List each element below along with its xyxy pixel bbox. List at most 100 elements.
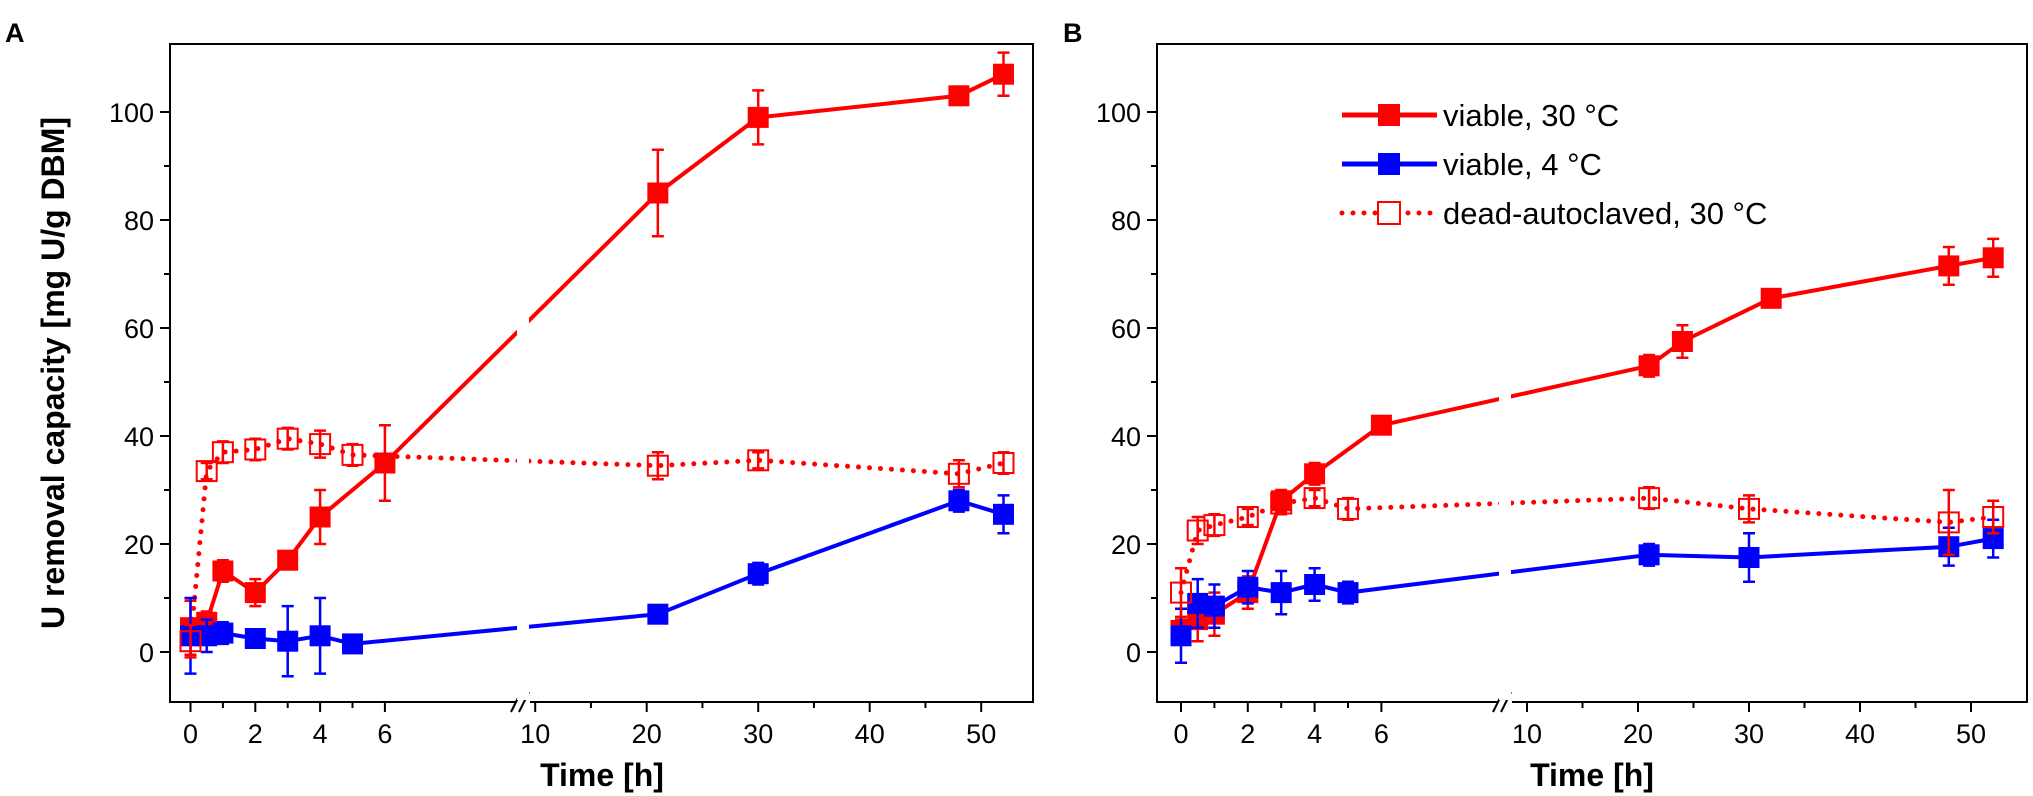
marker-a-dead-autoclaved-30-c-2 [244, 438, 267, 461]
y-tick-label-a-40: 40 [124, 422, 154, 452]
legend-marker-dead [1377, 201, 1401, 225]
data-point-b-dead-autoclaved-30-c-30 [1738, 494, 1760, 524]
x-tick-label-a-10: 10 [520, 719, 550, 749]
error-bar-b-dead-autoclaved-30-c-0 [1175, 567, 1187, 619]
marker-b-viable-30-c-32 [1760, 287, 1782, 309]
x-axis-title-a: Time [h] [540, 757, 664, 793]
marker-b-viable-30-c-4 [1304, 463, 1326, 485]
error-bar-b-dead-autoclaved-30-c-2 [1241, 507, 1254, 527]
marker-a-viable-30-c-21 [647, 182, 669, 204]
legend-entry-viable-30: viable, 30 °C [1342, 98, 1619, 133]
data-point-b-dead-autoclaved-30-c-0 [1170, 567, 1192, 619]
legend-marker-viable-30 [1378, 104, 1400, 126]
legend-label-viable-30: viable, 30 °C [1443, 98, 1619, 133]
data-point-a-dead-autoclaved-30-c-4 [309, 429, 332, 459]
data-point-b-viable-30-c-32 [1760, 287, 1782, 309]
marker-a-viable-4-c-21 [647, 603, 669, 625]
data-point-a-viable-30-c-30 [747, 89, 769, 146]
series-markers-b [1170, 237, 2005, 665]
x-tick-label-b-4: 4 [1307, 719, 1322, 749]
marker-a-viable-4-c-3 [277, 630, 299, 652]
data-point-b-dead-autoclaved-30-c-48 [1937, 488, 1960, 557]
error-bar-a-dead-autoclaved-30-c-5 [346, 442, 359, 467]
data-point-a-viable-30-c-3 [277, 549, 299, 571]
series-lines-a [188, 46, 1006, 700]
ticks-b: 0 20 40 60 80 100 0 2 4 6 10 20 30 40 50 [1096, 98, 1986, 749]
data-point-b-viable-30-c-48 [1938, 245, 1960, 287]
marker-b-dead-autoclaved-30-c-52 [1982, 506, 2005, 528]
panel-a: A U removal capacity [mg U/g DBM] Time [… [5, 18, 1034, 793]
y-tick-label-a-60: 60 [124, 314, 154, 344]
marker-a-viable-4-c-4 [309, 625, 331, 647]
x-axis-title-b: Time [h] [1530, 757, 1654, 793]
line-break-gap-b-2 [1499, 46, 1511, 700]
data-point-a-viable-4-c-3 [277, 604, 299, 678]
data-point-a-dead-autoclaved-30-c-21 [646, 450, 669, 481]
marker-a-viable-30-c-1 [212, 560, 234, 582]
data-point-b-viable-4-c-3 [1270, 569, 1292, 616]
data-point-b-viable-4-c-5 [1337, 580, 1359, 605]
x-tick-label-a-30: 30 [743, 719, 773, 749]
marker-b-viable-30-c-52 [1982, 247, 2004, 269]
error-bar-a-dead-autoclaved-30-c-0-5 [200, 461, 213, 481]
marker-a-viable-30-c-4 [309, 506, 331, 528]
marker-b-dead-autoclaved-30-c-4 [1303, 487, 1326, 510]
x-tick-label-a-2: 2 [248, 719, 263, 749]
data-point-a-viable-4-c-1 [212, 621, 234, 646]
ticks-a: 0 20 40 60 80 100 0 2 4 6 10 20 30 40 50 [109, 98, 996, 749]
marker-a-viable-4-c-2 [244, 628, 266, 649]
y-tick-label-b-60: 60 [1111, 314, 1141, 344]
marker-b-viable-4-c-2 [1237, 576, 1259, 598]
marker-b-viable-4-c-4 [1304, 574, 1326, 595]
error-bar-a-dead-autoclaved-30-c-30 [752, 450, 765, 470]
legend-entry-viable-4: viable, 4 °C [1342, 147, 1602, 182]
marker-a-dead-autoclaved-30-c-1 [211, 441, 234, 464]
marker-b-dead-autoclaved-30-c-0-5 [1186, 519, 1209, 542]
data-point-a-dead-autoclaved-30-c-48 [947, 459, 970, 489]
data-point-a-viable-4-c-4 [309, 596, 331, 675]
data-point-b-viable-4-c-2 [1237, 569, 1259, 605]
x-tick-label-b-40: 40 [1845, 719, 1875, 749]
marker-b-viable-4-c-1 [1203, 595, 1225, 617]
marker-a-dead-autoclaved-30-c-30 [747, 449, 770, 472]
marker-b-viable-30-c-21 [1638, 355, 1660, 377]
y-tick-label-b-40: 40 [1111, 422, 1141, 452]
data-point-a-viable-4-c-52 [993, 494, 1014, 535]
data-point-b-dead-autoclaved-30-c-2 [1236, 506, 1259, 528]
marker-a-viable-30-c-6 [374, 452, 396, 474]
data-point-b-dead-autoclaved-30-c-4 [1303, 487, 1326, 510]
x-tick-label-b-0: 0 [1173, 719, 1188, 749]
data-point-b-viable-4-c-1 [1203, 583, 1225, 629]
x-tick-label-a-0: 0 [183, 719, 198, 749]
x-tick-label-a-20: 20 [632, 719, 662, 749]
legend-label-dead: dead-autoclaved, 30 °C [1443, 196, 1767, 231]
data-point-b-viable-30-c-6 [1370, 414, 1392, 436]
data-point-a-viable-4-c-5 [342, 633, 363, 655]
y-axis-title-a: U removal capacity [mg U/g DBM] [35, 117, 71, 629]
error-bar-b-dead-autoclaved-30-c-5 [1342, 496, 1354, 521]
y-tick-label-a-0: 0 [139, 638, 154, 668]
series-lines-b [1178, 46, 1996, 700]
marker-a-dead-autoclaved-30-c-4 [309, 433, 332, 456]
panel-b: B Time [h] 0 20 40 60 80 100 0 2 4 6 10 20 30 40 50 vi… [1063, 18, 2028, 793]
marker-b-dead-autoclaved-30-c-30 [1738, 497, 1760, 520]
marker-a-viable-4-c-1 [212, 622, 234, 644]
marker-a-viable-4-c-30 [747, 563, 769, 585]
error-bar-a-dead-autoclaved-30-c-3 [281, 426, 294, 451]
data-point-a-dead-autoclaved-30-c-52 [992, 450, 1015, 476]
legend-marker-viable-4 [1378, 153, 1400, 175]
y-tick-label-b-20: 20 [1111, 530, 1141, 560]
x-tick-label-a-50: 50 [966, 719, 996, 749]
data-point-b-dead-autoclaved-30-c-3 [1270, 491, 1293, 516]
y-tick-label-b-80: 80 [1111, 206, 1141, 236]
x-tick-label-b-30: 30 [1734, 719, 1764, 749]
data-point-b-dead-autoclaved-30-c-52 [1982, 499, 2005, 535]
data-point-a-dead-autoclaved-30-c-3 [276, 426, 299, 451]
data-point-a-viable-30-c-48 [948, 85, 970, 107]
marker-a-dead-autoclaved-30-c-3 [276, 427, 299, 450]
marker-a-viable-30-c-2 [244, 582, 266, 604]
series-line-b-viable-4-c [1179, 536, 1996, 638]
data-point-a-dead-autoclaved-30-c-0-5 [195, 460, 218, 483]
marker-b-dead-autoclaved-30-c-0 [1170, 581, 1192, 604]
data-point-a-viable-30-c-2 [244, 577, 266, 608]
